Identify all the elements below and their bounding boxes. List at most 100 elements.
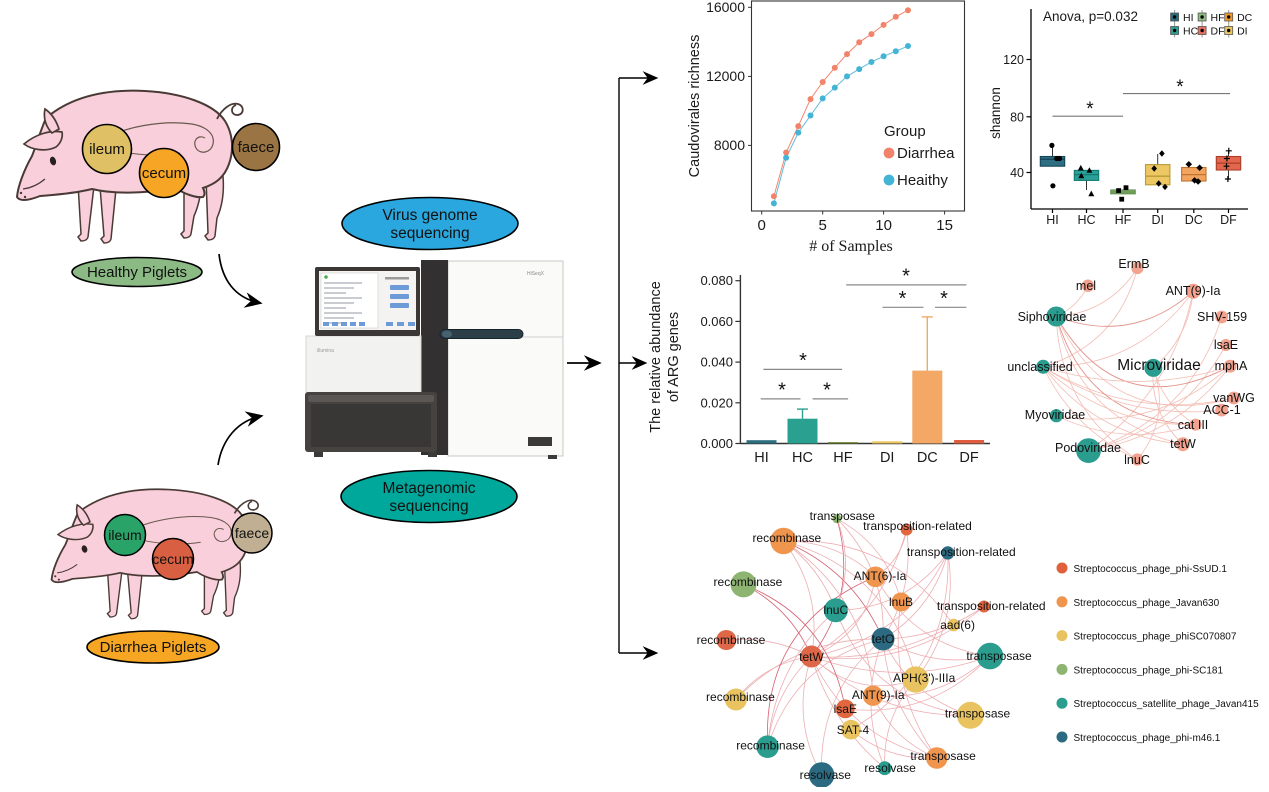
- svg-text:*: *: [799, 350, 807, 372]
- svg-text:lnuC: lnuC: [1124, 453, 1150, 467]
- svg-text:*: *: [823, 379, 831, 401]
- svg-text:15: 15: [936, 217, 953, 234]
- svg-text:DI: DI: [1237, 25, 1248, 37]
- svg-text:5: 5: [819, 217, 827, 234]
- svg-text:*: *: [899, 288, 907, 310]
- svg-text:lnuC: lnuC: [823, 603, 848, 617]
- svg-text:Anova, p=0.032: Anova, p=0.032: [1043, 9, 1138, 24]
- svg-text:DC: DC: [1237, 12, 1253, 24]
- svg-text:vanWG: vanWG: [1213, 391, 1255, 405]
- svg-text:cecum: cecum: [142, 165, 186, 182]
- svg-text:transposition-related: transposition-related: [863, 519, 972, 533]
- svg-text:DI: DI: [1151, 213, 1164, 227]
- svg-text:0: 0: [758, 217, 766, 234]
- svg-text:16000: 16000: [706, 0, 745, 15]
- svg-text:faece: faece: [238, 139, 275, 156]
- svg-text:cat III: cat III: [1178, 418, 1209, 432]
- svg-text:transposase: transposase: [945, 707, 1011, 721]
- svg-text:The relative abundance: The relative abundance: [648, 281, 664, 433]
- svg-text:recombinase: recombinase: [697, 633, 766, 647]
- svg-text:resolvase: resolvase: [864, 761, 916, 775]
- svg-text:transposase: transposase: [810, 509, 876, 523]
- svg-text:tetW: tetW: [1170, 437, 1196, 451]
- svg-text:DF: DF: [1211, 25, 1225, 37]
- svg-text:recombinase: recombinase: [706, 690, 775, 704]
- svg-text:ileum: ileum: [108, 527, 141, 543]
- svg-text:HF: HF: [1211, 12, 1225, 24]
- svg-text:aad(6): aad(6): [940, 618, 975, 632]
- svg-text:0.040: 0.040: [700, 355, 733, 370]
- svg-text:recombinase: recombinase: [714, 575, 783, 589]
- svg-text:Streptococcus_phage_phi-m46.1: Streptococcus_phage_phi-m46.1: [1074, 733, 1221, 744]
- svg-text:HI: HI: [1046, 213, 1059, 227]
- svg-text:Caudovirales richness: Caudovirales richness: [687, 35, 703, 178]
- svg-text:HF: HF: [833, 450, 852, 466]
- svg-text:lsaE: lsaE: [1214, 338, 1238, 352]
- svg-text:Diarrhea: Diarrhea: [897, 145, 955, 162]
- svg-text:ErmB: ErmB: [1118, 257, 1149, 271]
- svg-text:Siphoviridae: Siphoviridae: [1018, 310, 1087, 324]
- svg-text:ACC-1: ACC-1: [1203, 403, 1241, 417]
- svg-text:Healthy Piglets: Healthy Piglets: [87, 264, 187, 281]
- svg-text:transposase: transposase: [910, 749, 976, 763]
- svg-text:*: *: [1176, 77, 1184, 98]
- svg-text:ANT(6)-Ia: ANT(6)-Ia: [854, 569, 907, 583]
- svg-text:DF: DF: [1220, 213, 1237, 227]
- svg-text:120: 120: [1003, 53, 1024, 67]
- svg-text:HiSeqX: HiSeqX: [527, 271, 545, 277]
- svg-text:12000: 12000: [706, 68, 745, 84]
- svg-text:recombinase: recombinase: [736, 739, 805, 753]
- svg-text:ANT(9)-Ia: ANT(9)-Ia: [852, 688, 905, 702]
- svg-text:Microviridae: Microviridae: [1117, 357, 1201, 374]
- svg-text:Metagenomic: Metagenomic: [382, 480, 475, 497]
- svg-text:Streptococcus_phage_phi-SsUD.1: Streptococcus_phage_phi-SsUD.1: [1074, 564, 1228, 575]
- svg-text:8000: 8000: [714, 137, 745, 153]
- svg-text:Diarrhea Piglets: Diarrhea Piglets: [100, 639, 207, 656]
- svg-text:*: *: [940, 288, 948, 310]
- svg-text:DI: DI: [880, 450, 895, 466]
- svg-text:Myoviridae: Myoviridae: [1025, 408, 1085, 422]
- svg-text:transposition-related: transposition-related: [937, 599, 1046, 613]
- svg-text:mel: mel: [1076, 279, 1096, 293]
- svg-text:sequencing: sequencing: [390, 225, 469, 242]
- svg-text:DC: DC: [917, 450, 938, 466]
- svg-text:SHV-159: SHV-159: [1197, 310, 1247, 324]
- svg-text:illumina: illumina: [317, 348, 334, 354]
- svg-text:0.060: 0.060: [700, 314, 733, 329]
- svg-text:*: *: [902, 265, 910, 287]
- svg-text:of ARG genes: of ARG genes: [666, 312, 682, 402]
- svg-text:unclassified: unclassified: [1007, 360, 1072, 374]
- svg-text:APH(3')-IIIa: APH(3')-IIIa: [893, 671, 956, 685]
- svg-text:*: *: [778, 379, 786, 401]
- svg-text:HI: HI: [754, 450, 769, 466]
- svg-text:0.000: 0.000: [700, 436, 733, 451]
- svg-text:sequencing: sequencing: [389, 498, 468, 515]
- svg-text:0.080: 0.080: [700, 273, 733, 288]
- svg-text:Streptococcus_phage_phi-SC181: Streptococcus_phage_phi-SC181: [1074, 665, 1224, 676]
- svg-text:Streptococcus_phage_Javan630: Streptococcus_phage_Javan630: [1074, 598, 1220, 609]
- svg-text:mphA: mphA: [1215, 359, 1248, 373]
- svg-text:HC: HC: [1077, 213, 1095, 227]
- svg-text:HI: HI: [1183, 12, 1194, 24]
- svg-text:ileum: ileum: [89, 141, 125, 158]
- svg-text:faece: faece: [235, 525, 269, 541]
- svg-text:transposase: transposase: [966, 649, 1032, 663]
- svg-text:HC: HC: [792, 450, 813, 466]
- svg-text:HC: HC: [1183, 25, 1199, 37]
- svg-text:40: 40: [1010, 166, 1024, 180]
- svg-text:shannon: shannon: [988, 87, 1003, 139]
- svg-text:Streptococcus_phage_phiSC07080: Streptococcus_phage_phiSC070807: [1074, 632, 1237, 643]
- svg-text:Group: Group: [884, 123, 926, 140]
- svg-text:resolvase: resolvase: [800, 768, 852, 782]
- svg-text:80: 80: [1010, 110, 1024, 124]
- svg-text:# of Samples: # of Samples: [809, 238, 893, 255]
- svg-text:DF: DF: [959, 450, 978, 466]
- svg-text:recombinase: recombinase: [752, 531, 821, 545]
- svg-text:lsaE: lsaE: [834, 702, 857, 716]
- svg-text:Streptococcus_satellite_phage_: Streptococcus_satellite_phage_Javan415: [1074, 699, 1260, 710]
- svg-text:Podoviridae: Podoviridae: [1055, 441, 1121, 455]
- svg-text:tetO: tetO: [872, 632, 895, 646]
- svg-text:cecum: cecum: [152, 551, 193, 567]
- svg-text:DC: DC: [1185, 213, 1203, 227]
- svg-text:Heaithy: Heaithy: [897, 172, 948, 189]
